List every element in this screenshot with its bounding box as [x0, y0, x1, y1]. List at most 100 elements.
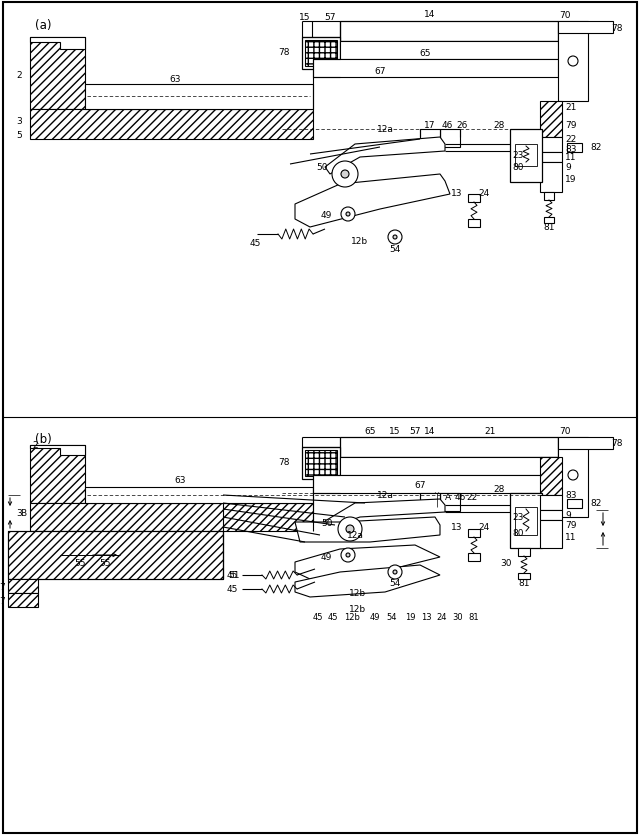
Text: 3: 3	[16, 508, 22, 517]
Circle shape	[388, 565, 402, 579]
Bar	[8, 532, 223, 579]
Text: 12b: 12b	[349, 604, 367, 614]
Text: 55: 55	[99, 558, 111, 568]
Bar	[313, 476, 558, 493]
Text: 83: 83	[565, 145, 577, 155]
Text: 28: 28	[493, 485, 505, 494]
Text: 63: 63	[169, 74, 180, 84]
Bar	[8, 532, 223, 579]
Bar	[558, 22, 613, 34]
Text: 12a: 12a	[376, 491, 394, 500]
Text: 28: 28	[493, 121, 505, 130]
Text: 24: 24	[478, 522, 489, 532]
Text: 19: 19	[404, 613, 415, 622]
Bar	[540, 520, 562, 548]
Bar	[510, 130, 542, 183]
Bar	[558, 22, 588, 102]
Text: 78: 78	[278, 48, 290, 57]
Text: 46: 46	[454, 493, 466, 502]
Text: 13: 13	[420, 613, 431, 622]
Bar	[340, 437, 558, 457]
Text: 9: 9	[565, 511, 571, 520]
Text: 79: 79	[565, 521, 577, 530]
Bar	[558, 437, 588, 517]
Text: 12b: 12b	[349, 588, 367, 597]
Text: 49: 49	[321, 553, 332, 562]
Bar	[567, 499, 582, 508]
Bar	[544, 193, 554, 201]
Text: 17: 17	[424, 120, 436, 130]
Text: 78: 78	[611, 23, 623, 33]
Circle shape	[393, 570, 397, 574]
Text: 26: 26	[456, 120, 468, 130]
Circle shape	[388, 231, 402, 245]
Text: 45: 45	[328, 613, 339, 622]
Text: 65: 65	[364, 426, 376, 435]
Text: 7: 7	[0, 582, 5, 591]
Bar	[302, 38, 340, 70]
Text: 79: 79	[565, 120, 577, 130]
Text: 11: 11	[565, 533, 577, 542]
Circle shape	[568, 471, 578, 481]
Text: 12a: 12a	[376, 125, 394, 135]
Bar	[518, 548, 530, 556]
Bar	[30, 38, 85, 110]
Text: 63: 63	[174, 476, 186, 485]
Text: 30: 30	[452, 613, 463, 622]
Text: 80: 80	[512, 528, 524, 537]
Polygon shape	[295, 565, 440, 597]
Text: 7: 7	[0, 596, 5, 604]
Text: 22: 22	[565, 135, 576, 145]
Text: 3: 3	[16, 116, 22, 125]
Text: 54: 54	[389, 245, 401, 254]
Bar	[540, 496, 562, 511]
Text: 13: 13	[451, 522, 462, 532]
Circle shape	[346, 525, 354, 533]
Text: 54: 54	[387, 613, 397, 622]
Text: 15: 15	[300, 13, 311, 22]
Bar	[567, 144, 582, 153]
Text: 2: 2	[17, 70, 22, 79]
Text: 22: 22	[467, 493, 477, 502]
Polygon shape	[30, 38, 85, 50]
Bar	[30, 110, 313, 140]
Bar	[540, 153, 562, 163]
Bar	[340, 42, 558, 60]
Text: 82: 82	[590, 143, 602, 152]
Text: 24: 24	[478, 188, 489, 197]
Polygon shape	[295, 175, 450, 227]
Bar	[510, 493, 542, 548]
Circle shape	[332, 162, 358, 188]
Text: 50: 50	[321, 517, 333, 527]
Text: 80: 80	[512, 163, 524, 172]
Text: 30: 30	[500, 558, 512, 567]
Bar	[540, 138, 562, 153]
Text: 46: 46	[442, 120, 452, 130]
Bar	[305, 41, 337, 67]
Bar	[30, 503, 313, 532]
Bar	[468, 220, 480, 227]
Text: 45: 45	[227, 571, 238, 580]
Text: 57: 57	[409, 426, 420, 435]
Text: 45: 45	[250, 238, 260, 247]
Text: 12b: 12b	[344, 613, 360, 622]
Text: 81: 81	[518, 578, 530, 587]
Text: 19: 19	[565, 176, 577, 184]
Text: 12b: 12b	[351, 237, 369, 247]
Circle shape	[341, 548, 355, 563]
Text: 78: 78	[278, 458, 290, 467]
Polygon shape	[295, 545, 440, 579]
Polygon shape	[295, 517, 440, 543]
Text: 23: 23	[512, 150, 524, 160]
Text: 15: 15	[389, 426, 401, 435]
Text: 67: 67	[414, 481, 426, 490]
Text: B: B	[20, 509, 26, 517]
Bar	[8, 594, 38, 607]
Text: 50: 50	[317, 163, 328, 172]
Circle shape	[393, 236, 397, 240]
Circle shape	[341, 208, 355, 222]
Bar	[440, 493, 460, 512]
Circle shape	[346, 553, 350, 558]
Text: 57: 57	[324, 13, 336, 22]
Text: 11: 11	[565, 153, 577, 162]
